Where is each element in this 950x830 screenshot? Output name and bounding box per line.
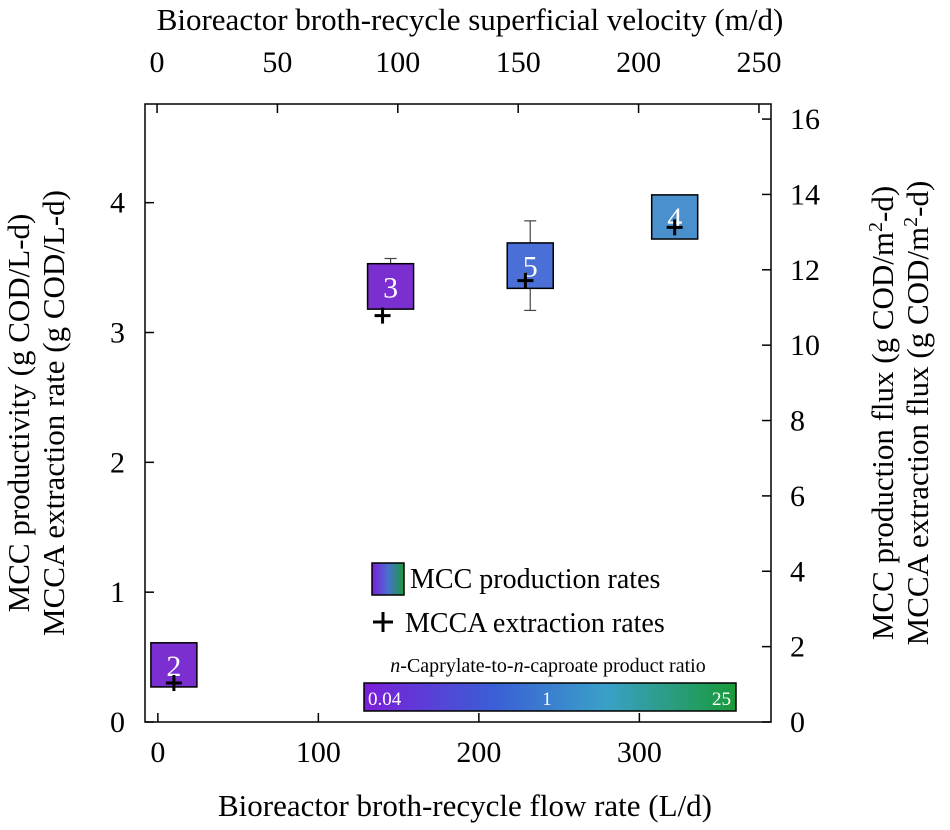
- y2-title2-pre: MCCA extraction flux (g COD/m: [900, 227, 935, 645]
- colorbar-label-high: 25: [712, 689, 731, 710]
- y2-title1-pre: MCC production flux (g COD/m: [865, 232, 900, 640]
- x2-tick-label-100: 100: [375, 46, 420, 79]
- x2-tick-label-150: 150: [496, 46, 541, 79]
- colorbar: n-Caprylate-to-n-caproate product ratio …: [363, 655, 737, 712]
- y2-tick-label-14: 14: [790, 178, 820, 211]
- cb-title-end: -caproate product ratio: [524, 655, 706, 677]
- y-axis-title-line2: MCCA extraction rate (g COD/L-d): [36, 190, 71, 636]
- cb-title-n2: n: [514, 655, 524, 677]
- y2-tick-label-8: 8: [790, 405, 805, 438]
- y2-tick-label-6: 6: [790, 480, 805, 513]
- colorbar-label-mid: 1: [542, 689, 552, 710]
- y2-tick-label-4: 4: [790, 555, 805, 588]
- cb-title-n1: n: [390, 655, 400, 677]
- x2-tick-label-200: 200: [616, 46, 661, 79]
- y2-tick-label-10: 10: [790, 329, 820, 362]
- x-axis-title: Bioreactor broth-recycle flow rate (L/d): [218, 788, 712, 823]
- x2-tick-label-0: 0: [150, 46, 165, 79]
- y2-tick-label-2: 2: [790, 631, 805, 664]
- legend-plus-icon: [373, 612, 393, 632]
- x-tick-label-300: 300: [617, 736, 662, 769]
- x2-tick-label-50: 50: [262, 46, 292, 79]
- y-axis-title-line1: MCC productivity (g COD/L-d): [1, 214, 36, 613]
- y2-title2-post: -d): [900, 181, 935, 217]
- plot-area: [144, 103, 772, 723]
- y-tick-label-1: 1: [110, 576, 125, 609]
- x2-tick-label-250: 250: [736, 46, 781, 79]
- y2-tick-label-12: 12: [790, 254, 820, 287]
- colorbar-gradient: [363, 682, 737, 712]
- production-box-label-3: 3: [383, 271, 398, 304]
- x-tick-label-100: 100: [296, 736, 341, 769]
- colorbar-label-low: 0.04: [368, 689, 402, 710]
- y-tick-label-0: 0: [110, 706, 125, 739]
- colorbar-title: n-Caprylate-to-n-caproate product ratio: [390, 655, 705, 677]
- production-box-label-2: 2: [166, 650, 181, 683]
- cb-title-mid: -Caprylate-to-: [400, 655, 513, 677]
- legend: MCC production rates MCCA extraction rat…: [371, 562, 665, 639]
- y-tick-label-2: 2: [110, 446, 125, 479]
- y2-tick-label-0: 0: [790, 706, 805, 739]
- y2-title1-sup: 2: [865, 222, 887, 232]
- y2-axis-title-line1: MCC production flux (g COD/m2-d): [865, 186, 900, 640]
- x-tick-label-0: 0: [150, 736, 165, 769]
- legend-box-swatch: [371, 562, 405, 596]
- y-tick-label-4: 4: [110, 187, 125, 220]
- legend-label-production: MCC production rates: [410, 564, 660, 595]
- x2-axis-title: Bioreactor broth-recycle superficial vel…: [157, 2, 784, 37]
- production-box-3: [366, 262, 415, 310]
- y2-tick-label-16: 16: [790, 103, 820, 136]
- y2-title2-sup: 2: [900, 217, 922, 227]
- y2-axis-title-line2: MCCA extraction flux (g COD/m2-d): [900, 181, 935, 646]
- y2-title1-post: -d): [865, 186, 900, 222]
- y-tick-label-3: 3: [110, 317, 125, 350]
- x-tick-label-200: 200: [456, 736, 501, 769]
- legend-label-extraction: MCCA extraction rates: [405, 608, 665, 639]
